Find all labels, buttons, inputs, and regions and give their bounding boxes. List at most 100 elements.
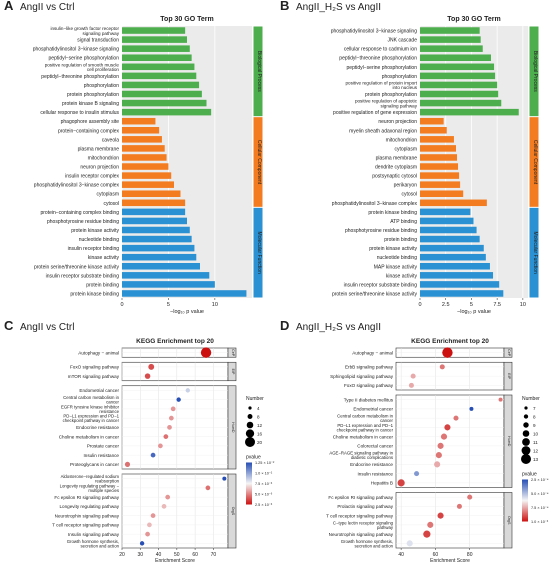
bar-a-mitochondrion — [122, 154, 167, 161]
pathway-label: secretion and action — [81, 543, 120, 548]
category-label: signaling pathway — [380, 103, 417, 108]
facet-label-a: Molecular Function — [256, 232, 262, 274]
category-label: perikaryon — [394, 183, 418, 189]
category-label: cytoplasm — [394, 146, 417, 152]
size-legend-label: 11 — [533, 440, 538, 445]
x-tick-label: 40 — [156, 552, 162, 558]
size-legend-dot-d — [524, 406, 528, 410]
category-label: protein binding — [86, 282, 119, 288]
panel-main-title-c: AngII vs Ctrl — [20, 322, 74, 333]
pathway-label: FoxO signaling pathway — [344, 383, 394, 388]
panel-letter-b: B — [280, 0, 289, 13]
category-label: protein kinase B signaling — [62, 101, 119, 107]
size-legend-dot-c — [245, 437, 255, 447]
bar-a-protein-kinase-binding — [122, 290, 247, 297]
bar-b-mitochondrion — [420, 136, 454, 143]
pathway-label: Endocrine resistance — [350, 462, 393, 467]
facet-panel-d-humd — [395, 394, 505, 488]
facet-strip-a-cellular-component — [253, 117, 263, 207]
pathway-label: Fc epsilon RI signaling pathway — [328, 495, 393, 500]
category-label: protein kinase binding — [368, 210, 417, 216]
facet-strip-d-orgs — [503, 492, 513, 549]
facet-strip-label-d: EIP — [507, 373, 511, 379]
point-d-insulin-resistance — [414, 471, 420, 477]
point-c-aldosterone-regulated-sodium-reabsorption — [222, 476, 227, 481]
point-c-egfr-tyrosine-kinase-inhibitor-resistance — [170, 406, 176, 412]
point-d-age-rage-signaling-pathway-in-diabetic-complications — [435, 452, 442, 459]
bar-b-phosphorylation — [420, 72, 496, 80]
point-c-t-cell-receptor-signaling-pathway — [147, 522, 152, 528]
plot-background-b — [420, 26, 528, 298]
category-label: phosphorylation — [84, 83, 120, 89]
facet-strip-label-c: EIP — [231, 369, 235, 375]
category-label: dendrite cytoplasm — [375, 165, 417, 171]
bar-b-peptidyl-threonine-phosphorylation — [420, 54, 491, 61]
bar-a-phosphorylation — [122, 81, 200, 89]
color-legend-label: 5.0 × 10⁻⁴ — [531, 492, 549, 496]
x-axis-label-d: Enrichment Score — [430, 558, 470, 564]
pathway-label: Proteoglycans in cancer — [70, 462, 119, 467]
category-label: protein kinase activity — [369, 246, 417, 252]
pathway-label: checkpoint pathway in cancer — [337, 427, 394, 432]
category-label: peptidyl−threonine phosphorylation — [339, 56, 417, 62]
category-label: peptidyl−serine phosphorylation — [49, 56, 120, 62]
category-label: into nucleus — [392, 85, 417, 90]
panel-main-title-b: AngII_H₂S vs AngII — [296, 2, 381, 13]
point-c-autophagy-animal — [200, 347, 212, 358]
size-legend-title-d: Number — [522, 396, 540, 402]
category-label: postsynaptic cytosol — [372, 174, 417, 180]
point-c-pd-l1-expression-and-pd-1-checkpoint-pathway-in-cancer — [168, 415, 174, 421]
point-c-choline-metabolism-in-cancer — [163, 434, 169, 440]
point-c-endocrine-resistance — [167, 424, 172, 430]
pathway-label: mTOR signaling pathway — [68, 374, 120, 379]
pathway-label: multiple species — [88, 488, 119, 493]
size-legend-label: 9 — [533, 423, 536, 428]
bar-a-phosphotyrosine-residue-binding — [122, 217, 187, 225]
x-axis-label-b: −log₁₀ p value — [457, 309, 491, 315]
category-label: insulin receptor binding — [68, 246, 120, 252]
pathway-label: Insulin resistance — [358, 471, 394, 476]
category-label: cell proliferation — [87, 67, 120, 72]
x-tick-label: 30 — [137, 552, 143, 558]
pathway-label: Growth hormone synthesis, — [341, 539, 393, 544]
color-legend-label: 2.5 × 10⁻³ — [255, 503, 273, 507]
category-label: positive regulation of protein import — [346, 80, 418, 85]
bar-a-signal-transduction — [122, 36, 187, 43]
pathway-label: T cell receptor signaling pathway — [52, 523, 120, 528]
category-label: positive regulation of apoptotic — [355, 99, 418, 104]
pathway-label: cancer — [106, 400, 119, 405]
bar-b-protein-kinase-activity — [420, 244, 484, 252]
pathway-label: Longevity regulating pathway − — [60, 483, 120, 488]
facet-strip-label-c: HumD — [231, 422, 235, 433]
category-label: MAP kinase activity — [374, 264, 418, 270]
category-label: ATP binding — [390, 219, 417, 225]
size-legend-dot-d — [523, 414, 529, 419]
pathway-label: PD−L1 expression and PD−1 — [63, 414, 119, 419]
pathway-label: Endometrial cancer — [79, 388, 119, 393]
category-label: positive regulation of smooth muscle — [45, 62, 120, 67]
category-label: peptidyl−threonine phosphorylation — [41, 74, 119, 80]
category-label: phagophore assembly site — [61, 119, 120, 125]
bar-a-phosphatidylinositol-3-kinase-complex — [122, 181, 174, 188]
point-d-choline-metabolism-in-cancer — [440, 433, 448, 440]
size-legend-dot-d — [521, 454, 531, 464]
category-label: phosphatidylinositol 3−kinase signaling — [33, 47, 120, 53]
category-label: protein serine/threonine kinase activity — [332, 291, 418, 297]
bar-b-perikaryon — [420, 181, 461, 188]
category-label: nucleotide binding — [79, 237, 120, 243]
bar-a-cellular-response-to-insulin-stimulus — [122, 108, 212, 116]
bar-b-map-kinase-activity — [420, 263, 490, 270]
x-tick-label: 5 — [470, 302, 473, 308]
category-label: protein−containing complex binding — [40, 210, 119, 216]
facet-strip-label-d: HumD — [507, 436, 511, 447]
bar-b-cytoplasm — [420, 145, 456, 152]
size-legend-label: 8 — [533, 414, 536, 419]
category-label: myelin sheath adaxonal region — [349, 128, 417, 134]
color-legend-label: 7.5 × 10⁻⁴ — [531, 506, 549, 510]
pathway-label: Neurotrophin signaling pathway — [55, 513, 120, 518]
bar-b-postsynaptic-cytosol — [420, 172, 460, 179]
size-legend-label: 12 — [533, 448, 539, 453]
category-label: JNK cascade — [388, 38, 418, 44]
facet-label-a: Biological Process — [256, 51, 262, 92]
